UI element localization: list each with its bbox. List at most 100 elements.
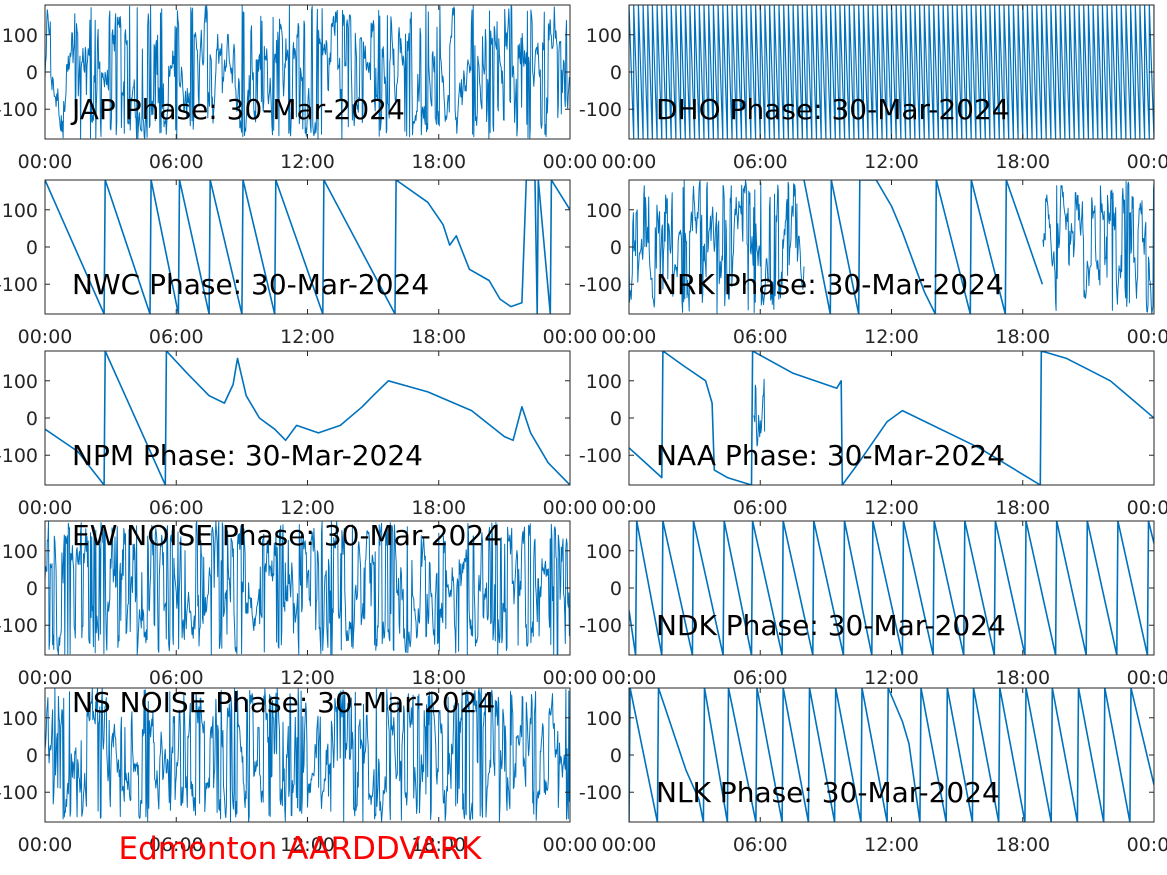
series-group — [629, 180, 1154, 314]
x-tick-label: 12:00 — [864, 497, 919, 519]
y-tick-label: 100 — [2, 708, 38, 730]
x-tick-label: 18:00 — [411, 834, 466, 856]
y-tick-label: 100 — [586, 200, 622, 222]
y-tick-label: 0 — [610, 578, 622, 600]
y-tick-label: -100 — [579, 445, 622, 467]
x-tick-label: 06:00 — [733, 326, 788, 348]
y-tick-label: -100 — [0, 445, 38, 467]
phase-panel: 100 0 -100 00:00 06:00 12:00 18:00 00:00 NLK Pha… — [579, 687, 1167, 856]
x-tick-label: 18:00 — [411, 151, 466, 173]
plot-area — [629, 521, 1154, 655]
series-group — [45, 180, 570, 314]
phase-panel: 100 0 -100 00:00 06:00 12:00 18:00 00:00 NPM Pha… — [0, 350, 598, 519]
y-tick-label: 0 — [26, 578, 38, 600]
x-tick-label: 18:00 — [995, 497, 1050, 519]
y-tick-label: 0 — [610, 745, 622, 767]
y-tick-label: 100 — [586, 541, 622, 563]
series-group — [45, 521, 570, 655]
x-tick-label: 12:00 — [280, 834, 335, 856]
x-tick-label: 12:00 — [864, 151, 919, 173]
y-tick-label: 0 — [610, 408, 622, 430]
x-tick-label: 00:00 — [602, 667, 657, 689]
x-tick-label: 18:00 — [995, 151, 1050, 173]
y-tick-label: -100 — [0, 99, 38, 121]
x-tick-label: 00:00 — [543, 326, 598, 348]
x-tick-label: 00:00 — [18, 326, 73, 348]
series-line — [803, 180, 1044, 314]
panel-title: NPM Phase: 30-Mar-2024 — [72, 439, 423, 472]
series-group — [45, 5, 570, 139]
y-tick-label: 0 — [26, 408, 38, 430]
y-tick-label: -100 — [0, 782, 38, 804]
y-tick-label: -100 — [579, 274, 622, 296]
x-tick-label: 00:00 — [602, 834, 657, 856]
x-tick-label: 18:00 — [411, 497, 466, 519]
x-tick-label: 00:00 — [602, 326, 657, 348]
series-line — [629, 180, 805, 314]
x-tick-label: 00:00 — [18, 151, 73, 173]
series-group — [45, 688, 570, 822]
phase-panel: 100 0 -100 00:00 06:00 12:00 18:00 00:00 NDK Pha… — [579, 520, 1167, 689]
x-tick-label: 00:00 — [1127, 667, 1167, 689]
series-group — [629, 521, 1154, 655]
y-tick-label: 0 — [610, 237, 622, 259]
x-tick-label: 00:00 — [18, 497, 73, 519]
y-tick-label: 100 — [2, 541, 38, 563]
panel-title: NWC Phase: 30-Mar-2024 — [72, 268, 429, 301]
x-tick-label: 06:00 — [149, 667, 204, 689]
y-tick-label: -100 — [0, 274, 38, 296]
phase-panel: 100 0 -100 00:00 06:00 12:00 18:00 00:00 NAA Pha… — [579, 350, 1167, 519]
x-tick-label: 12:00 — [864, 326, 919, 348]
panel-title: NDK Phase: 30-Mar-2024 — [656, 609, 1006, 642]
y-tick-label: 0 — [26, 62, 38, 84]
x-tick-label: 18:00 — [411, 326, 466, 348]
y-tick-label: 0 — [26, 237, 38, 259]
x-tick-label: 00:00 — [543, 497, 598, 519]
plot-area — [45, 351, 570, 485]
panel-title: NRK Phase: 30-Mar-2024 — [656, 268, 1004, 301]
series-line — [753, 378, 766, 447]
panel-title: DHO Phase: 30-Mar-2024 — [656, 93, 1010, 126]
panel-title: NLK Phase: 30-Mar-2024 — [656, 776, 1000, 809]
x-tick-label: 18:00 — [995, 834, 1050, 856]
panel-title: NAA Phase: 30-Mar-2024 — [656, 439, 1005, 472]
panel-title: NS NOISE Phase: 30-Mar-2024 — [72, 686, 495, 719]
series-line — [45, 351, 570, 485]
footer-station-label: Edmonton AARDDVARK — [118, 831, 482, 867]
phase-panel: 100 0 -100 00:00 06:00 12:00 18:00 00:00 NS NOIS… — [0, 686, 597, 856]
x-tick-label: 00:00 — [1127, 497, 1167, 519]
y-tick-label: 100 — [586, 371, 622, 393]
x-tick-label: 18:00 — [411, 667, 466, 689]
series-group — [45, 351, 570, 485]
x-tick-label: 06:00 — [733, 497, 788, 519]
series-group — [629, 351, 1154, 485]
panel-title: JAP Phase: 30-Mar-2024 — [70, 93, 405, 126]
x-tick-label: 06:00 — [149, 151, 204, 173]
x-tick-label: 18:00 — [995, 667, 1050, 689]
x-tick-label: 00:00 — [18, 834, 73, 856]
phase-panel: 100 0 -100 00:00 06:00 12:00 18:00 00:00 NWC Pha… — [0, 179, 598, 348]
series-line — [45, 521, 570, 655]
x-tick-label: 12:00 — [864, 667, 919, 689]
series-line — [45, 180, 570, 314]
x-tick-label: 06:00 — [149, 834, 204, 856]
series-line — [1042, 180, 1154, 314]
series-line — [629, 351, 1154, 485]
series-line — [45, 688, 570, 822]
y-tick-label: -100 — [579, 99, 622, 121]
y-tick-label: 100 — [2, 371, 38, 393]
phase-panel: 100 0 -100 00:00 06:00 12:00 18:00 00:00 EW NOIS… — [0, 519, 597, 689]
phase-panel: 100 0 -100 00:00 06:00 12:00 18:00 00:00 DHO Pha… — [579, 4, 1167, 173]
x-tick-label: 06:00 — [733, 151, 788, 173]
x-tick-label: 00:00 — [1127, 834, 1167, 856]
x-tick-label: 06:00 — [149, 497, 204, 519]
y-tick-label: 100 — [2, 25, 38, 47]
x-tick-label: 18:00 — [995, 326, 1050, 348]
x-tick-label: 12:00 — [280, 497, 335, 519]
x-tick-label: 00:00 — [543, 151, 598, 173]
x-tick-label: 00:00 — [543, 667, 598, 689]
x-tick-label: 06:00 — [733, 834, 788, 856]
x-tick-label: 00:00 — [602, 497, 657, 519]
x-tick-label: 06:00 — [733, 667, 788, 689]
